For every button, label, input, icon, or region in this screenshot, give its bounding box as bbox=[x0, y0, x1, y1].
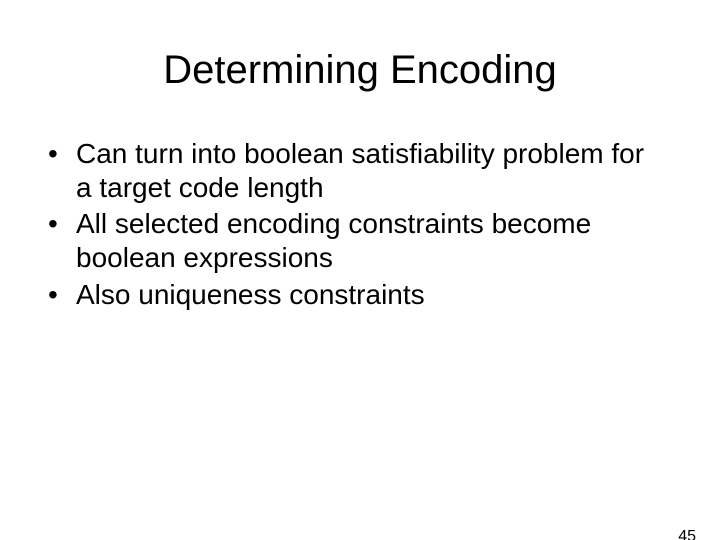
bullet-item: Can turn into boolean satisfiability pro… bbox=[48, 137, 660, 205]
page-number: 45 bbox=[678, 528, 696, 540]
slide-container: Determining Encoding Can turn into boole… bbox=[0, 48, 720, 540]
bullet-list: Can turn into boolean satisfiability pro… bbox=[0, 137, 720, 312]
bullet-item: All selected encoding constraints become… bbox=[48, 207, 660, 275]
slide-title: Determining Encoding bbox=[0, 48, 720, 93]
bullet-item: Also uniqueness constraints bbox=[48, 278, 660, 312]
